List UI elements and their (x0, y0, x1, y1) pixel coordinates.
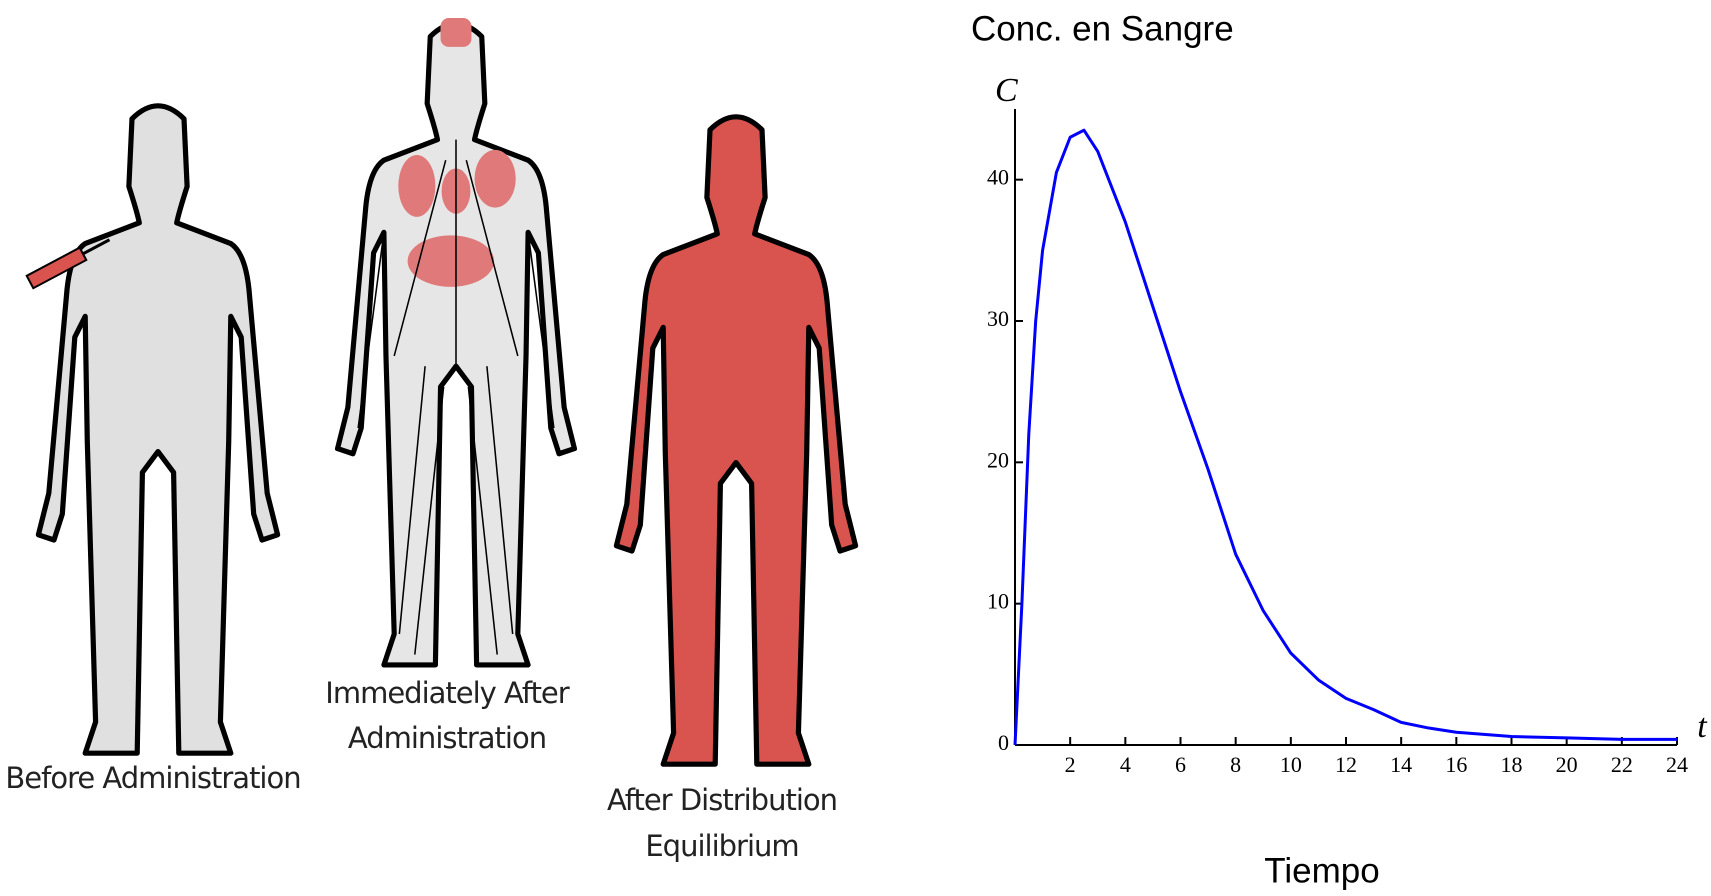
x-tick-label: 22 (1611, 752, 1633, 777)
figure-label: Immediately After (325, 676, 569, 710)
figure-label: After Distribution (607, 783, 837, 817)
x-tick-label: 12 (1335, 752, 1357, 777)
x-tick-label: 20 (1556, 752, 1578, 777)
y-tick-label: 30 (987, 306, 1009, 331)
y-tick-label: 40 (987, 165, 1009, 190)
x-tick-label: 14 (1390, 752, 1412, 777)
body-before (38, 106, 277, 753)
data-line (1013, 128, 1677, 746)
x-tick-label: 24 (1666, 752, 1688, 777)
syringe (25, 238, 111, 290)
x-tick-label: 10 (1280, 752, 1302, 777)
y-tick-label: 10 (987, 589, 1009, 614)
y-tick-label: 0 (998, 730, 1009, 755)
figure-label: Equilibrium (645, 829, 798, 863)
figure-label: Before Administration (5, 761, 300, 795)
x-tick-label: 4 (1120, 752, 1131, 777)
chart-title: Conc. en Sangre (971, 9, 1234, 48)
x-axis-symbol: t (1697, 708, 1708, 745)
x-tick-label: 6 (1175, 752, 1186, 777)
x-tick-label: 2 (1065, 752, 1076, 777)
x-tick-label: 16 (1445, 752, 1467, 777)
body-after (616, 117, 855, 764)
x-tick-label: 18 (1501, 752, 1523, 777)
x-axis-label: Tiempo (1264, 851, 1379, 890)
x-tick-label: 8 (1230, 752, 1241, 777)
y-axis-symbol: C (995, 72, 1018, 109)
figure-label: Administration (348, 721, 546, 755)
y-tick-label: 20 (987, 447, 1009, 472)
body-immediately (338, 18, 575, 665)
